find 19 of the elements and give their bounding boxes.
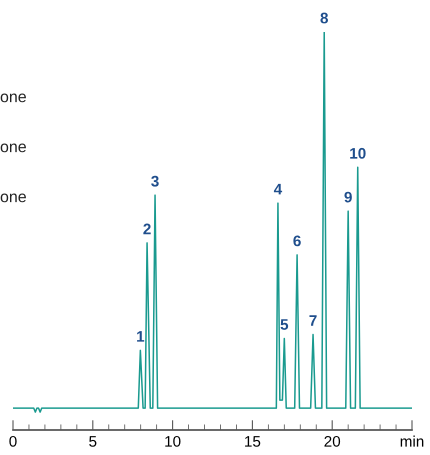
annotation: one bbox=[0, 94, 26, 102]
annotation: 3 bbox=[151, 176, 159, 187]
annotation: 9 bbox=[344, 192, 352, 203]
x-tick-label: 10 bbox=[165, 436, 180, 447]
annotation: one bbox=[0, 144, 26, 152]
annotation: 4 bbox=[274, 184, 282, 194]
x-tick-label: 20 bbox=[324, 436, 340, 447]
x-tick-label: 15 bbox=[245, 436, 260, 447]
annotation: 7 bbox=[309, 315, 317, 326]
annotation: 10 bbox=[350, 148, 366, 159]
x-tick-label: 5 bbox=[89, 436, 96, 447]
annotation: 1 bbox=[137, 331, 144, 342]
annotation: one bbox=[0, 194, 26, 202]
x-tick-label: 0 bbox=[9, 436, 17, 447]
annotation: 2 bbox=[143, 224, 151, 234]
annotation: 5 bbox=[280, 319, 288, 330]
annotation: 6 bbox=[293, 235, 301, 246]
x-tick-label: min bbox=[400, 436, 424, 447]
annotation: 8 bbox=[320, 12, 328, 24]
